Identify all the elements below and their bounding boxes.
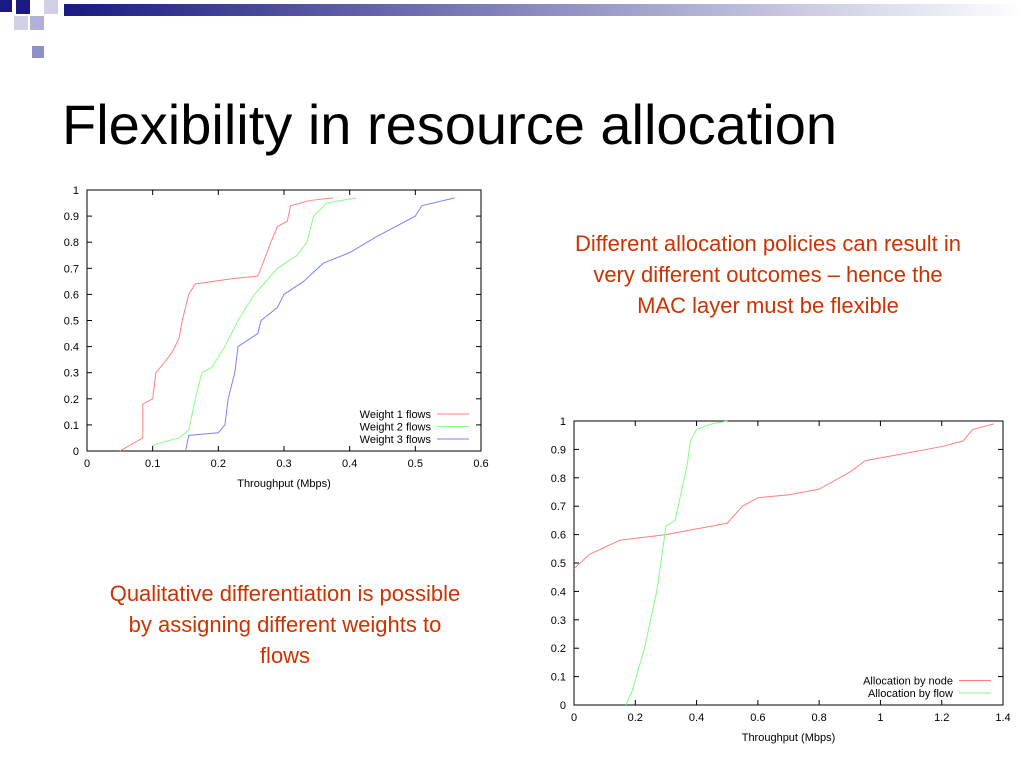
x-tick-label: 1	[877, 712, 883, 724]
y-tick-label: 0.6	[551, 530, 566, 542]
chart: 0 0.1 0.2 0.3 0.4 0.5 0.6 0.7 0.8 0.9 1 0 0.2 0.4 0.6 0…	[551, 416, 1011, 744]
y-tick-label: 0	[560, 700, 566, 712]
legend-label: Weight 2 flows	[360, 422, 432, 434]
legend-label: Allocation by node	[863, 676, 953, 688]
y-tick-label: 0.2	[551, 643, 566, 655]
data-line	[625, 420, 728, 706]
x-tick-label: 0.1	[145, 458, 160, 470]
y-tick-label: 0.7	[64, 263, 79, 275]
chart: 0 0.1 0.2 0.3 0.4 0.5 0.6 0.7 0.8 0.9 1 0 0.1 0.2 0.3 0…	[64, 185, 489, 490]
y-tick-label: 0.5	[64, 316, 79, 328]
data-line	[119, 197, 334, 452]
y-tick-label: 0.4	[64, 342, 79, 354]
x-tick-label: 1.4	[995, 712, 1010, 724]
x-tick-label: 1.2	[934, 712, 949, 724]
y-tick-label: 0.1	[64, 420, 79, 432]
corner-decoration	[0, 0, 1024, 58]
y-tick-label: 0.3	[551, 615, 566, 627]
y-tick-label: 0	[73, 446, 79, 458]
y-tick-label: 0.4	[551, 586, 566, 598]
y-tick-label: 0.7	[551, 501, 566, 513]
slide-title: Flexibility in resource allocation	[62, 93, 838, 156]
x-tick-label: 0.4	[689, 712, 704, 724]
y-tick-label: 0.6	[64, 289, 79, 301]
y-tick-label: 1	[560, 416, 566, 428]
x-tick-label: 0.6	[473, 458, 488, 470]
y-tick-label: 0.8	[551, 473, 566, 485]
x-tick-label: 0.6	[750, 712, 765, 724]
y-tick-label: 0.5	[551, 558, 566, 570]
x-tick-label: 0.4	[342, 458, 357, 470]
data-line	[152, 197, 357, 447]
y-tick-label: 0.9	[551, 444, 566, 456]
x-tick-label: 0	[84, 458, 90, 470]
y-tick-label: 0.1	[551, 672, 566, 684]
x-axis-label: Throughput (Mbps)	[237, 478, 331, 490]
y-tick-label: 0.3	[64, 368, 79, 380]
x-tick-label: 0.8	[811, 712, 826, 724]
x-axis-label: Throughput (Mbps)	[742, 732, 836, 744]
data-line	[185, 197, 455, 452]
note-text: Different allocation policies can result…	[574, 231, 962, 318]
x-tick-label: 0.2	[211, 458, 226, 470]
legend-label: Weight 1 flows	[360, 409, 432, 421]
plot-frame	[573, 420, 1004, 706]
data-line	[573, 423, 994, 570]
x-tick-label: 0.3	[276, 458, 291, 470]
legend-label: Weight 3 flows	[360, 434, 432, 446]
x-tick-label: 0	[571, 712, 577, 724]
y-tick-label: 0.2	[64, 394, 79, 406]
y-tick-label: 0.9	[64, 211, 79, 223]
x-tick-label: 0.5	[408, 458, 423, 470]
y-tick-label: 1	[73, 185, 79, 197]
note-text: Qualitative differentiation is possible …	[109, 581, 461, 668]
legend-label: Allocation by flow	[868, 688, 953, 700]
y-tick-label: 0.8	[64, 237, 79, 249]
x-tick-label: 0.2	[628, 712, 643, 724]
